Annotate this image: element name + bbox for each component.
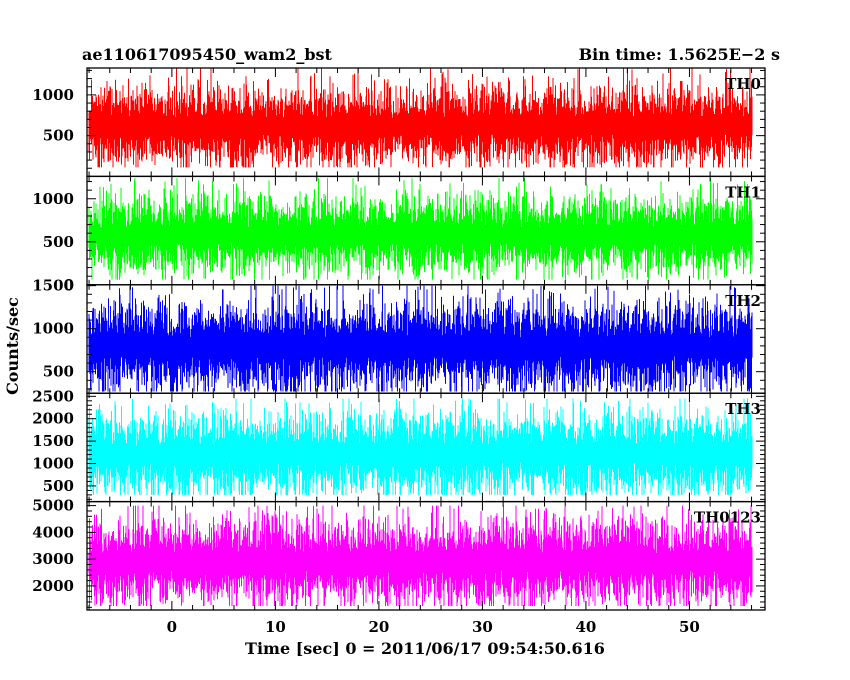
y-tick-label: 1000 (32, 190, 74, 208)
data-trace-th0 (88, 68, 753, 168)
x-tick-label: 0 (167, 618, 177, 636)
y-tick-label: 500 (43, 127, 74, 145)
panel-label-th2: TH2 (725, 292, 761, 310)
y-tick-label: 4000 (32, 523, 74, 541)
x-tick-label: 20 (368, 618, 389, 636)
panel-label-th3: TH3 (725, 400, 761, 418)
x-tick-label: 50 (679, 618, 700, 636)
y-tick-label: 1000 (32, 320, 74, 338)
y-tick-label: 1000 (32, 86, 74, 104)
x-tick-label: 40 (575, 618, 596, 636)
y-tick-label: 2000 (32, 577, 74, 595)
y-tick-label: 5000 (32, 497, 74, 515)
y-axis-label: Counts/sec (3, 297, 22, 395)
panel-th0123: 2000 3000 4000 5000 TH0123 (32, 497, 766, 611)
panel-label-th1: TH1 (725, 183, 761, 201)
data-trace-th2 (88, 285, 753, 392)
y-tick-label: 500 (43, 233, 74, 251)
y-tick-label: 1000 (32, 455, 74, 473)
y-tick-label: 3000 (32, 550, 74, 568)
panel-th1: 0 500 1000 TH1 (32, 175, 766, 294)
x-tick-label: 30 (472, 618, 493, 636)
panel-th2: 500 1000 1500 TH2 (32, 277, 766, 394)
panel-frame (86, 500, 766, 611)
panel-label-th0: TH0 (725, 75, 761, 93)
y-tick-label: 2500 (32, 387, 74, 405)
data-trace-th3 (88, 398, 753, 495)
y-tick-label: 500 (43, 477, 74, 495)
chart-title: ae110617095450_wam2_bst (82, 45, 333, 64)
data-trace-th0123 (88, 505, 753, 606)
panel-label-th0123: TH0123 (694, 509, 761, 527)
y-tick-label: 2000 (32, 410, 74, 428)
bin-time-label: Bin time: 1.5625E−2 s (579, 45, 780, 64)
data-trace-th1 (88, 178, 753, 280)
panel-th0: 500 1000 TH0 (32, 67, 766, 178)
y-tick-label: 1500 (32, 432, 74, 450)
x-axis-label: Time [sec] 0 = 2011/06/17 09:54:50.616 (245, 639, 605, 658)
panel-th3: 500 1000 1500 2000 2500 TH3 (32, 387, 766, 503)
y-tick-label: 1500 (32, 277, 74, 295)
y-tick-label: 0 (64, 276, 74, 294)
x-tick-label: 10 (265, 618, 286, 636)
y-tick-label: 500 (43, 363, 74, 381)
